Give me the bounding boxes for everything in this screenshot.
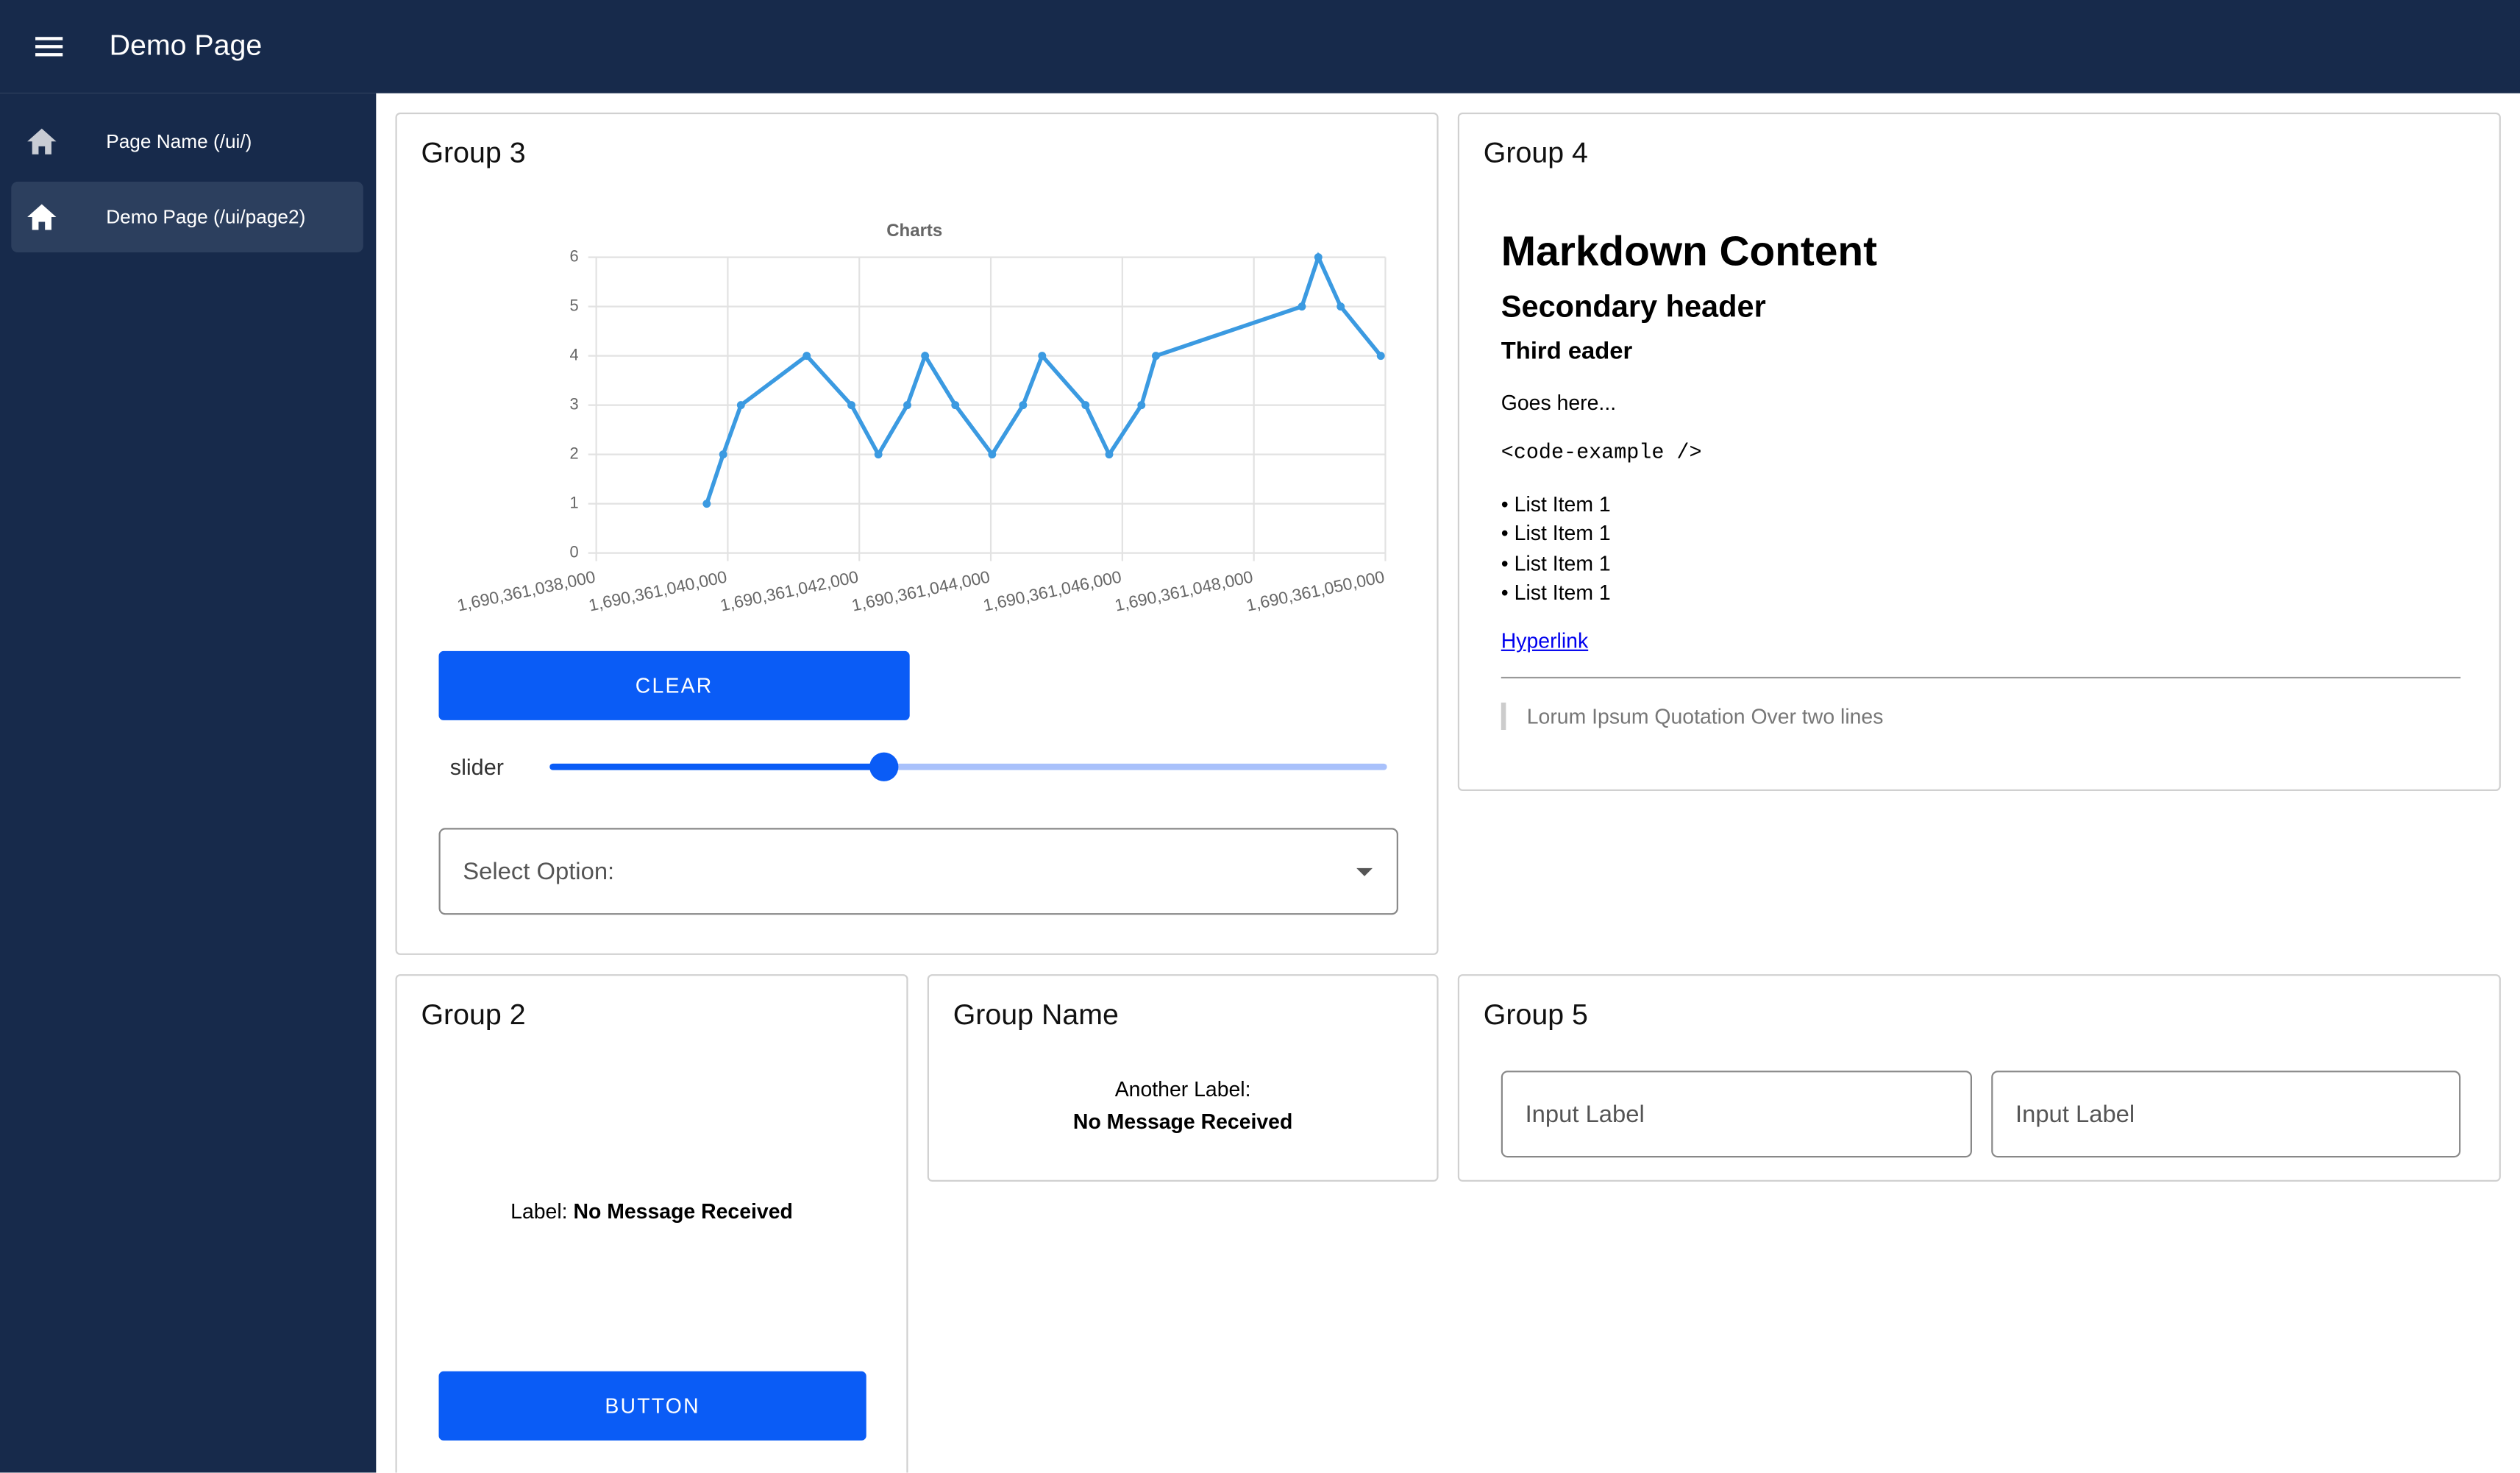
clear-button[interactable]: CLEAR [438, 650, 910, 720]
home-icon [27, 128, 57, 155]
group-card: Group 4 Markdown Content Secondary heade… [1457, 112, 2501, 792]
slider-thumb[interactable] [869, 752, 899, 781]
message: No Message Received [1072, 1109, 1293, 1134]
nav-label: Demo Page (/ui/page2) [106, 205, 306, 229]
group-title: Group 2 [421, 998, 526, 1031]
list-item: • List Item 1 [1501, 491, 1611, 517]
button[interactable]: BUTTON [438, 1371, 866, 1441]
nav-item[interactable]: Page Name (/ui/) [11, 106, 363, 177]
list-text: List Item 1 [1514, 550, 1611, 575]
markdown-h2: Secondary header [1501, 291, 1766, 325]
markdown-list: • List Item 1 • List Item 1 • List Item … [1501, 490, 1611, 608]
group-card: Group 3 CLEAR slider Select Option: [395, 112, 1439, 955]
select-placeholder: Select Option: [463, 857, 615, 885]
markdown-paragraph: Goes here... [1501, 390, 1617, 415]
input-label: Input Label [1525, 1100, 1645, 1128]
group-title: Group 5 [1483, 998, 1588, 1031]
select[interactable]: Select Option: [438, 828, 1398, 915]
menu-button[interactable] [34, 31, 66, 63]
text-input[interactable]: Input Label [1991, 1071, 2461, 1158]
page-title: Demo Page [109, 29, 263, 62]
top-bar: Demo Page [0, 0, 2520, 93]
sidebar: Page Name (/ui/) Demo Page (/ui/page2) [0, 93, 377, 1473]
nav-label: Page Name (/ui/) [106, 129, 252, 153]
group-title: Group 3 [421, 136, 526, 169]
markdown-code: <code-example /> [1501, 440, 1702, 465]
group-card: Group Name Another Label: No Message Rec… [927, 974, 1439, 1182]
input-label: Input Label [2015, 1100, 2135, 1128]
text-output: Label: No Message Received [397, 1199, 907, 1224]
home-icon [27, 204, 57, 230]
list-text: List Item 1 [1514, 491, 1611, 517]
markdown-h1: Markdown Content [1501, 227, 1878, 275]
list-text: List Item 1 [1514, 521, 1611, 546]
list-item: • List Item 1 [1501, 580, 1611, 605]
list-item: • List Item 1 [1501, 521, 1611, 546]
hyperlink[interactable]: Hyperlink [1501, 628, 1589, 653]
group-title: Group Name [953, 998, 1119, 1031]
text-input[interactable]: Input Label [1501, 1071, 1972, 1158]
markdown-h3: Third eader [1501, 337, 1633, 365]
list-text: List Item 1 [1514, 580, 1611, 605]
label: Another Label: [1114, 1076, 1251, 1101]
quote-bar [1501, 702, 1506, 730]
label: Label: [510, 1199, 568, 1224]
group-title: Group 4 [1483, 136, 1588, 169]
message: No Message Received [573, 1199, 793, 1224]
blockquote: Lorum Ipsum Quotation Over two lines [1526, 704, 1884, 728]
slider[interactable] [549, 752, 1387, 781]
group-card: Group 2 Label: No Message Received BUTTO… [395, 974, 908, 1473]
dropdown-arrow [1356, 867, 1373, 876]
slider-label: slider [449, 753, 504, 780]
divider [1501, 676, 2461, 679]
group-card: Group 5 Input Label Input Label [1457, 974, 2501, 1182]
nav-item[interactable]: Demo Page (/ui/page2) [11, 181, 363, 253]
list-item: • List Item 1 [1501, 550, 1611, 575]
slider-fill [549, 763, 884, 770]
